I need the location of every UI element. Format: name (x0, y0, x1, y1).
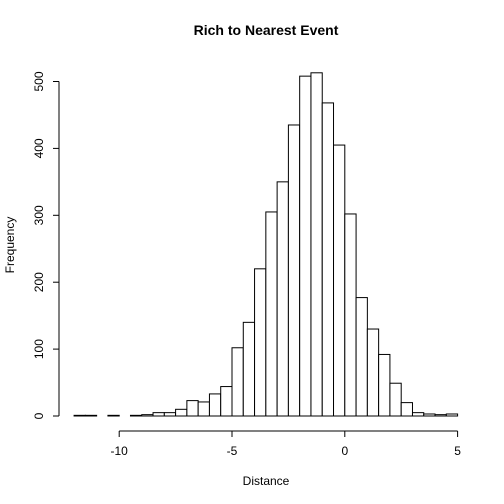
histogram-bar (299, 75, 312, 417)
histogram-bar (378, 353, 391, 417)
histogram-bar (400, 402, 413, 417)
histogram-bar (231, 347, 244, 417)
histogram-bar (254, 268, 267, 417)
y-tick-label: 200 (32, 272, 46, 292)
x-tick-label: -10 (111, 444, 129, 458)
histogram-bar (276, 181, 289, 417)
histogram-bar (73, 414, 86, 417)
chart-title: Rich to Nearest Event (194, 22, 339, 38)
histogram-bar (129, 414, 143, 417)
histogram-bar (152, 412, 165, 417)
histogram-bar (389, 382, 402, 417)
x-tick-label: -5 (227, 444, 238, 458)
histogram-bar (141, 414, 154, 417)
histogram-bar (163, 412, 177, 417)
histogram-bar (287, 124, 301, 417)
histogram-bar (344, 213, 357, 417)
histogram-bar (186, 400, 199, 417)
histogram-bar (265, 211, 278, 417)
histogram-bar (321, 102, 335, 417)
histogram-bar (310, 72, 323, 417)
histogram-bar (197, 401, 210, 417)
y-tick-label: 500 (32, 71, 46, 91)
histogram-bar (333, 144, 346, 417)
x-tick-label: 5 (454, 444, 461, 458)
x-axis: -10 -5 0 5 (111, 430, 461, 458)
histogram-bar (84, 414, 98, 417)
histogram-bar (242, 321, 256, 417)
y-tick-label: 0 (32, 412, 46, 419)
histogram-bar (107, 414, 120, 417)
histogram-bar (411, 412, 425, 417)
histogram-bar (208, 393, 222, 417)
y-tick-label: 300 (32, 205, 46, 225)
y-tick-label: 400 (32, 138, 46, 158)
histogram-bar (355, 297, 368, 417)
bars-group (73, 72, 459, 417)
y-axis: 0 100 200 300 400 500 (32, 71, 60, 419)
histogram-bar (445, 413, 459, 417)
y-axis-label: Frequency (3, 217, 17, 274)
histogram-bar (423, 413, 436, 417)
histogram-bar (220, 386, 233, 417)
x-axis-label: Distance (243, 474, 290, 488)
histogram-bar (434, 414, 447, 417)
histogram-bar (175, 408, 188, 417)
y-tick-label: 100 (32, 339, 46, 359)
histogram-bar (366, 328, 380, 417)
x-tick-label: 0 (341, 444, 348, 458)
